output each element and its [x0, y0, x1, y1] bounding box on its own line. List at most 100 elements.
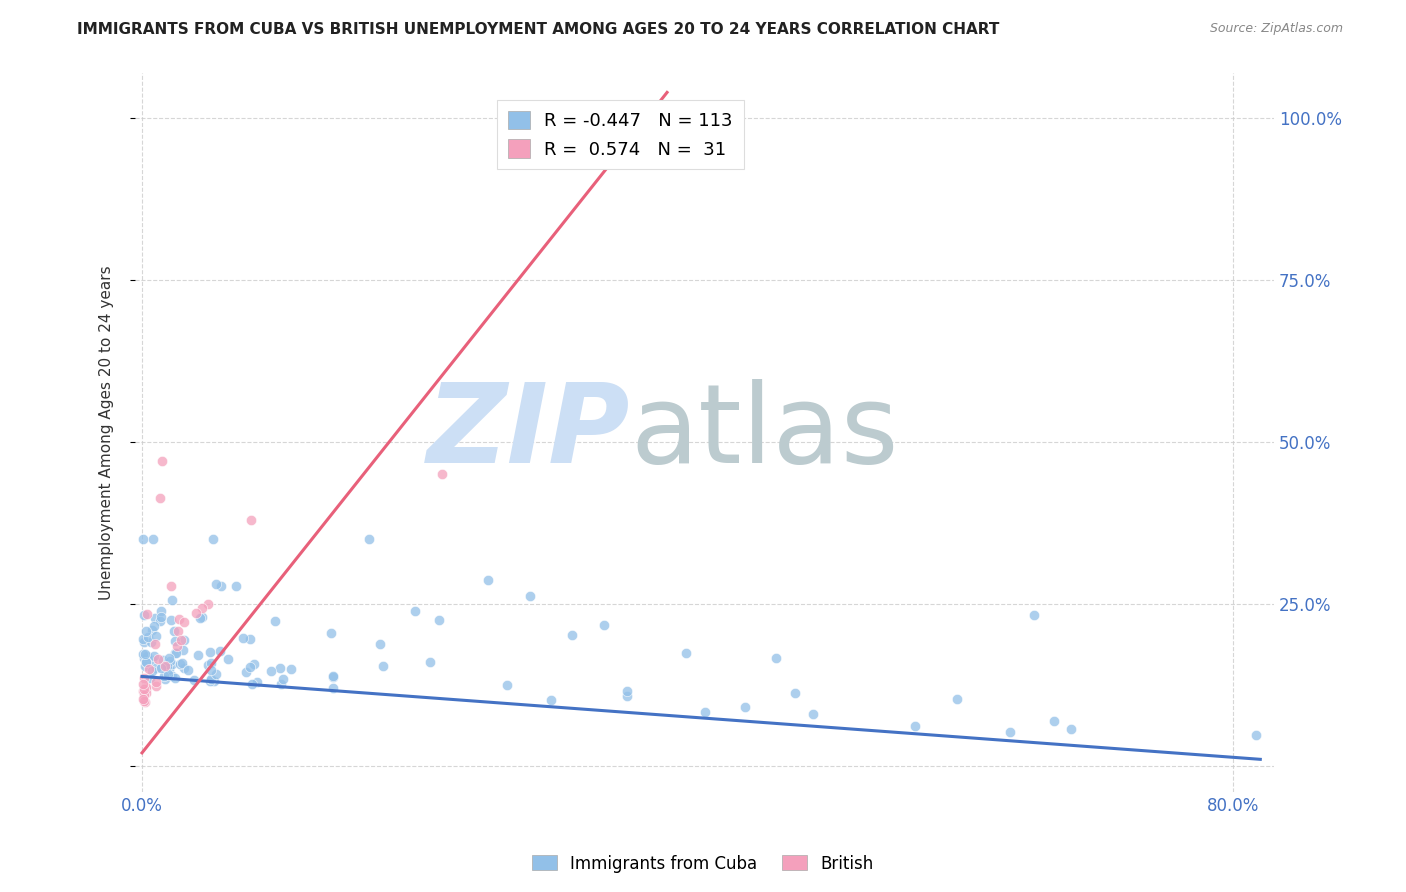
- Point: [187, 648, 209, 662]
- Point: [160, 579, 183, 593]
- Point: [217, 651, 239, 665]
- Point: [138, 671, 160, 685]
- Point: [765, 651, 787, 665]
- Point: [145, 660, 167, 674]
- Point: [132, 688, 155, 702]
- Point: [173, 661, 195, 675]
- Point: [204, 666, 226, 681]
- Text: ZIP: ZIP: [427, 379, 630, 486]
- Point: [225, 578, 247, 592]
- Point: [1043, 714, 1066, 728]
- Point: [734, 700, 756, 714]
- Point: [135, 681, 157, 696]
- Point: [150, 604, 173, 618]
- Point: [368, 637, 391, 651]
- Point: [260, 665, 283, 679]
- Point: [357, 532, 380, 546]
- Point: [163, 624, 186, 639]
- Point: [801, 706, 824, 721]
- Point: [191, 601, 214, 615]
- Point: [240, 513, 263, 527]
- Point: [146, 651, 169, 665]
- Point: [200, 674, 222, 689]
- Point: [143, 611, 166, 625]
- Point: [156, 666, 179, 681]
- Point: [149, 614, 172, 628]
- Point: [197, 597, 219, 611]
- Point: [165, 646, 187, 660]
- Point: [153, 658, 176, 673]
- Text: atlas: atlas: [630, 379, 898, 486]
- Point: [162, 657, 184, 672]
- Point: [172, 643, 194, 657]
- Point: [208, 643, 231, 657]
- Point: [202, 674, 225, 689]
- Point: [162, 592, 184, 607]
- Point: [427, 613, 450, 627]
- Point: [135, 624, 157, 638]
- Point: [419, 655, 441, 669]
- Point: [132, 647, 155, 661]
- Point: [160, 613, 183, 627]
- Point: [270, 677, 292, 691]
- Point: [243, 657, 266, 671]
- Point: [152, 669, 174, 683]
- Text: IMMIGRANTS FROM CUBA VS BRITISH UNEMPLOYMENT AMONG AGES 20 TO 24 YEARS CORRELATI: IMMIGRANTS FROM CUBA VS BRITISH UNEMPLOY…: [77, 22, 1000, 37]
- Point: [170, 633, 193, 648]
- Point: [157, 662, 180, 676]
- Point: [191, 610, 214, 624]
- Point: [156, 658, 179, 673]
- Point: [138, 630, 160, 644]
- Point: [200, 664, 222, 678]
- Point: [131, 677, 153, 691]
- Point: [280, 662, 302, 676]
- Point: [143, 636, 166, 650]
- Point: [264, 614, 287, 628]
- Point: [477, 573, 499, 587]
- Point: [593, 618, 616, 632]
- Point: [430, 467, 453, 482]
- Point: [165, 671, 187, 685]
- Point: [998, 724, 1021, 739]
- Point: [404, 604, 426, 618]
- Point: [149, 491, 172, 505]
- Point: [138, 662, 160, 676]
- Point: [134, 658, 156, 673]
- Point: [132, 671, 155, 685]
- Point: [142, 532, 165, 546]
- Point: [143, 618, 166, 632]
- Point: [152, 653, 174, 667]
- Point: [188, 610, 211, 624]
- Point: [561, 628, 583, 642]
- Point: [184, 606, 207, 620]
- Point: [163, 646, 186, 660]
- Point: [132, 634, 155, 648]
- Point: [162, 669, 184, 683]
- Point: [1244, 728, 1267, 742]
- Point: [173, 632, 195, 647]
- Point: [540, 693, 562, 707]
- Point: [271, 672, 294, 686]
- Point: [239, 660, 262, 674]
- Point: [163, 634, 186, 648]
- Point: [136, 648, 159, 663]
- Point: [167, 624, 190, 638]
- Point: [167, 612, 190, 626]
- Point: [1059, 722, 1081, 736]
- Legend: Immigrants from Cuba, British: Immigrants from Cuba, British: [526, 848, 880, 880]
- Point: [135, 655, 157, 669]
- Point: [132, 684, 155, 698]
- Point: [170, 657, 193, 671]
- Point: [693, 705, 716, 719]
- Point: [904, 719, 927, 733]
- Point: [675, 646, 697, 660]
- Point: [519, 589, 541, 603]
- Point: [322, 670, 344, 684]
- Point: [202, 532, 225, 546]
- Point: [183, 673, 205, 688]
- Point: [134, 647, 156, 661]
- Point: [145, 680, 167, 694]
- Point: [132, 692, 155, 706]
- Point: [176, 663, 198, 677]
- Point: [319, 626, 342, 640]
